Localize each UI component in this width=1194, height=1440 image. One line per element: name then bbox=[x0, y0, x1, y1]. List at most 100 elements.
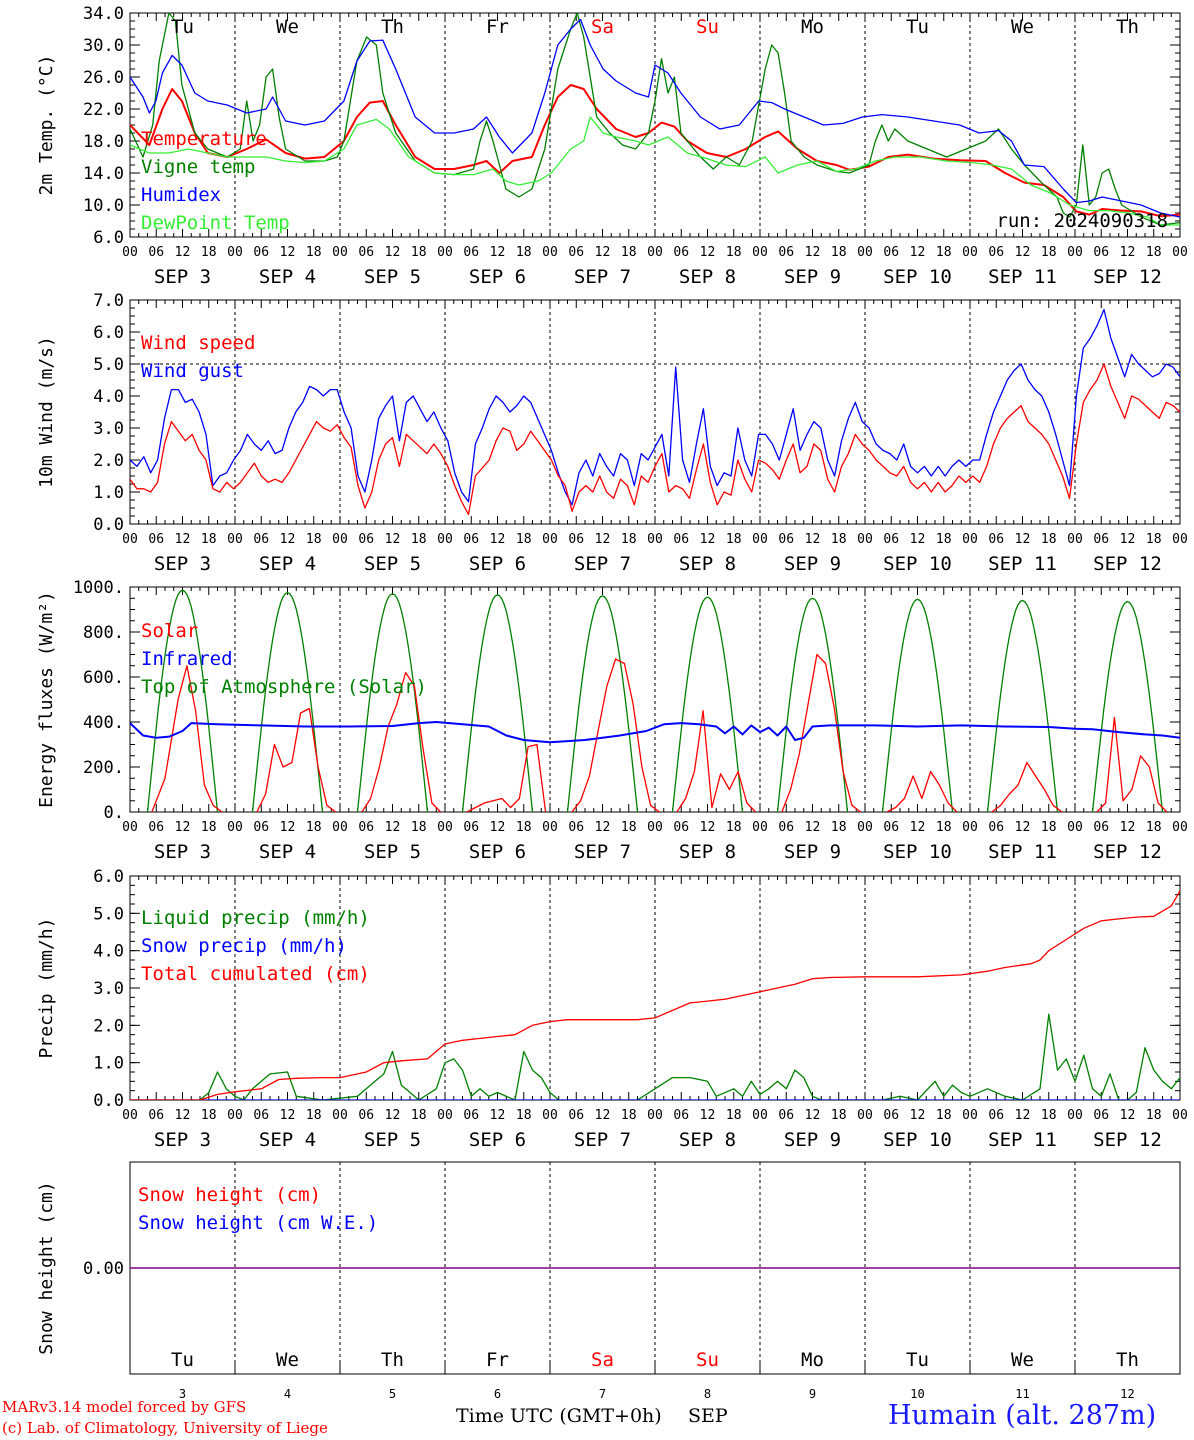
legend-entry: Wind gust bbox=[141, 360, 244, 382]
x-date-label: SEP 10 bbox=[883, 841, 952, 863]
x-hour-label: 12 bbox=[280, 1108, 296, 1123]
x-date-label: SEP 5 bbox=[364, 1129, 421, 1151]
x-hour-label: 00 bbox=[542, 245, 558, 260]
x-hour-label: 06 bbox=[148, 245, 164, 260]
y-tick-label: 200. bbox=[83, 758, 124, 778]
x-hour-label: 06 bbox=[463, 1108, 479, 1123]
x-date-label: SEP 10 bbox=[883, 553, 952, 575]
lab-credit: (c) Lab. of Climatology, University of L… bbox=[2, 1419, 328, 1437]
x-hour-label: 06 bbox=[673, 245, 689, 260]
series-line-solar bbox=[571, 658, 660, 812]
x-date-label: SEP 6 bbox=[469, 266, 526, 288]
x-date-label: SEP 12 bbox=[1093, 266, 1162, 288]
y-tick-label: 14.0 bbox=[83, 164, 124, 184]
x-date-label: SEP 11 bbox=[988, 841, 1057, 863]
x-hour-label: 00 bbox=[122, 245, 138, 260]
x-hour-label: 18 bbox=[201, 1108, 217, 1123]
x-hour-label: 12 bbox=[175, 820, 191, 835]
x-hour-label: 12 bbox=[595, 820, 611, 835]
x-date-label: SEP 7 bbox=[574, 266, 631, 288]
x-date-label: SEP 3 bbox=[154, 841, 211, 863]
x-date-label: SEP 3 bbox=[154, 1129, 211, 1151]
legend-entry: Snow height (cm W.E.) bbox=[138, 1212, 378, 1234]
meteogram-chart: 34.030.026.022.018.014.010.06.000 06 12 18S… bbox=[36, 4, 1188, 1401]
x-hour-label: 12 bbox=[385, 532, 401, 547]
x-hour-label: 18 bbox=[621, 1108, 637, 1123]
x-axis-title: Time UTC (GMT+0h) bbox=[456, 1405, 662, 1427]
legend-entry: Humidex bbox=[141, 184, 221, 206]
x-hour-label: 00 bbox=[752, 820, 768, 835]
y-tick-label: 2.0 bbox=[93, 451, 124, 471]
x-hour-label: 06 bbox=[253, 532, 269, 547]
x-hour-label: 00 bbox=[857, 820, 873, 835]
legend-entry: Temperature bbox=[141, 128, 267, 150]
x-hour-label: 12 bbox=[1015, 245, 1031, 260]
day-name-label: Mo bbox=[801, 1349, 824, 1371]
x-hour-label: 06 bbox=[253, 820, 269, 835]
x-date-label: SEP 5 bbox=[364, 553, 421, 575]
legend-entry: Snow precip (mm/h) bbox=[141, 935, 347, 957]
x-hour-label: 00 bbox=[1172, 532, 1188, 547]
x-hour-label: 00 bbox=[437, 820, 453, 835]
x-hour-label: 00 bbox=[857, 1108, 873, 1123]
x-hour-label: 06 bbox=[883, 245, 899, 260]
x-hour-label: 18 bbox=[831, 245, 847, 260]
x-hour-label: 18 bbox=[201, 532, 217, 547]
series-line-vigne-temp bbox=[130, 13, 1180, 226]
x-date-label: SEP 11 bbox=[988, 553, 1057, 575]
series-line-dewpoint-temp bbox=[130, 116, 1180, 226]
y-tick-label: 0.0 bbox=[93, 515, 124, 535]
x-hour-label: 00 bbox=[752, 245, 768, 260]
y-tick-label: 6.0 bbox=[93, 867, 124, 887]
x-date-label: SEP 10 bbox=[883, 1129, 952, 1151]
x-date-label: SEP 4 bbox=[259, 266, 316, 288]
y-tick-label: 10.0 bbox=[83, 196, 124, 216]
snow-panel bbox=[129, 1161, 1181, 1375]
x-hour-label: 06 bbox=[148, 1108, 164, 1123]
x-hour-label: 12 bbox=[910, 245, 926, 260]
x-date-label: SEP 8 bbox=[679, 553, 736, 575]
x-hour-label: 00 bbox=[437, 245, 453, 260]
x-hour-label: 06 bbox=[358, 245, 374, 260]
x-hour-label: 00 bbox=[227, 245, 243, 260]
x-hour-label: 18 bbox=[621, 820, 637, 835]
day-number-label: 3 bbox=[179, 1387, 186, 1401]
x-date-label: SEP 3 bbox=[154, 266, 211, 288]
x-hour-label: 12 bbox=[1120, 820, 1136, 835]
day-number-label: 10 bbox=[910, 1387, 924, 1401]
x-hour-label: 06 bbox=[883, 820, 899, 835]
x-date-label: SEP 11 bbox=[988, 266, 1057, 288]
x-hour-label: 06 bbox=[463, 820, 479, 835]
y-tick-label: 1.0 bbox=[93, 1054, 124, 1074]
series-line-solar bbox=[151, 665, 223, 812]
y-tick-label: 3.0 bbox=[93, 419, 124, 439]
x-hour-label: 18 bbox=[936, 532, 952, 547]
x-hour-label: 12 bbox=[1015, 532, 1031, 547]
x-hour-label: 00 bbox=[1067, 245, 1083, 260]
day-name-label: Tu bbox=[906, 16, 929, 38]
x-date-label: SEP 10 bbox=[883, 266, 952, 288]
y-tick-label: 0. bbox=[104, 803, 124, 823]
day-name-label: We bbox=[276, 16, 299, 38]
x-hour-label: 06 bbox=[1093, 245, 1109, 260]
x-hour-label: 12 bbox=[1120, 532, 1136, 547]
x-hour-label: 06 bbox=[1093, 532, 1109, 547]
y-tick-label: 26.0 bbox=[83, 68, 124, 88]
x-date-label: SEP 12 bbox=[1093, 841, 1162, 863]
x-hour-label: 18 bbox=[1146, 245, 1162, 260]
x-hour-label: 00 bbox=[332, 532, 348, 547]
x-date-label: SEP 8 bbox=[679, 266, 736, 288]
legend-entry: DewPoint Temp bbox=[141, 212, 290, 234]
x-hour-label: 00 bbox=[647, 532, 663, 547]
x-hour-label: 06 bbox=[673, 820, 689, 835]
x-date-label: SEP 9 bbox=[784, 266, 841, 288]
y-tick-label: 800. bbox=[83, 623, 124, 643]
day-number-label: 6 bbox=[494, 1387, 501, 1401]
x-hour-label: 00 bbox=[962, 245, 978, 260]
y-tick-label: 600. bbox=[83, 668, 124, 688]
x-hour-label: 06 bbox=[253, 1108, 269, 1123]
x-hour-label: 18 bbox=[201, 820, 217, 835]
series-line-solar bbox=[466, 743, 547, 812]
series-line-temperature bbox=[130, 84, 1180, 218]
x-hour-label: 00 bbox=[122, 532, 138, 547]
